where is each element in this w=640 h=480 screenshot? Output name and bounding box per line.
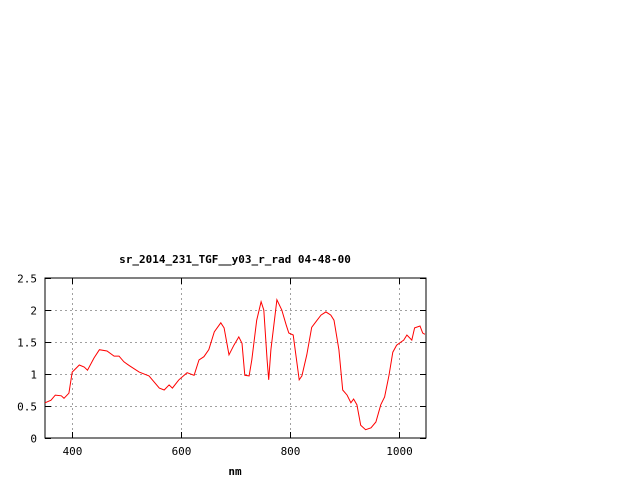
chart-title: sr_2014_231_TGF__y03_r_rad 04-48-00 bbox=[119, 253, 351, 266]
y-tick-label: 1 bbox=[30, 369, 37, 382]
y-tick-label: 0 bbox=[30, 433, 37, 446]
y-tick-label: 2 bbox=[30, 305, 37, 318]
grid bbox=[45, 278, 426, 438]
y-tick-label: 0.5 bbox=[17, 401, 37, 414]
x-axis-label: nm bbox=[228, 465, 242, 478]
x-tick-label: 600 bbox=[172, 445, 192, 458]
y-tick-label: 1.5 bbox=[17, 337, 37, 350]
data-line bbox=[44, 298, 426, 431]
x-tick-label: 400 bbox=[63, 445, 83, 458]
x-tick-label: 1000 bbox=[386, 445, 413, 458]
plot-frame bbox=[44, 277, 427, 439]
axis-ticks: 400 600 800 1000 0 0.5 1 1.5 2 2.5 bbox=[17, 273, 426, 458]
x-tick-label: 800 bbox=[281, 445, 301, 458]
y-tick-label: 2.5 bbox=[17, 273, 37, 286]
